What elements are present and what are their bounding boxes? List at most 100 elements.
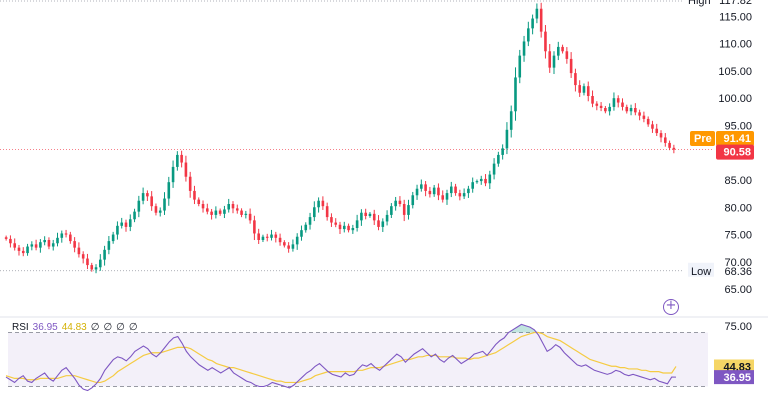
candle-body xyxy=(231,204,235,209)
candle-body xyxy=(411,195,415,206)
candle-body xyxy=(13,243,17,248)
candle-body xyxy=(300,230,303,237)
candle-body xyxy=(154,206,158,213)
candle-body xyxy=(599,105,603,108)
candle-body xyxy=(278,237,282,243)
candle-body xyxy=(402,204,406,215)
candle-body xyxy=(415,188,419,196)
rsi-legend-empty-3: ∅ xyxy=(116,322,125,333)
candle-body xyxy=(86,258,89,266)
candle-body xyxy=(544,31,547,52)
candle-body xyxy=(522,41,526,56)
candle-body xyxy=(304,224,308,231)
candle-body xyxy=(206,208,209,212)
candle-body xyxy=(501,148,504,155)
candle-body xyxy=(437,187,440,196)
candle-body xyxy=(240,210,243,215)
last-price-tag-bg xyxy=(716,144,754,160)
rsi-legend-empty-2: ∅ xyxy=(103,322,113,333)
candle-body xyxy=(146,193,149,197)
candle-body xyxy=(47,240,51,247)
candle-body xyxy=(407,205,410,215)
candle-body xyxy=(574,73,577,86)
candle-body xyxy=(244,213,248,215)
candle-body xyxy=(291,244,295,249)
pre-tag-value: 91.41 xyxy=(723,133,751,145)
candle-body xyxy=(625,106,629,112)
candle-body xyxy=(398,200,402,204)
candle-body xyxy=(163,198,166,211)
candle-body xyxy=(655,128,659,134)
candle-body xyxy=(565,51,569,59)
candle-body xyxy=(9,238,12,244)
add-indicator-button[interactable]: + xyxy=(663,299,679,315)
rsi-legend-empty-4: ∅ xyxy=(128,322,138,333)
candle-body xyxy=(141,193,145,201)
candle-body xyxy=(176,154,179,167)
candle-body xyxy=(612,98,616,107)
candle-body xyxy=(313,207,316,218)
candle-body xyxy=(424,184,427,191)
candle-body xyxy=(372,213,376,221)
candle-body xyxy=(201,204,205,209)
candle-body xyxy=(479,178,483,182)
candle-body xyxy=(193,190,196,200)
candle-body xyxy=(621,102,624,107)
candle-body xyxy=(69,234,72,242)
candle-body xyxy=(99,259,102,268)
candle-body xyxy=(81,254,85,259)
rsi-legend: RSI 36.95 44.83 ∅ ∅ ∅ ∅ xyxy=(12,322,142,333)
high-tag-value: 117.82 xyxy=(719,0,752,7)
rsi-tag-value: 36.95 xyxy=(723,372,751,384)
pre-tag-value-bg xyxy=(716,131,754,147)
price-tick-label: 65.00 xyxy=(724,284,752,296)
candle-body xyxy=(218,210,222,214)
candle-body xyxy=(77,247,81,255)
candle-body xyxy=(668,142,671,148)
candle-body xyxy=(488,174,492,184)
candle-body xyxy=(552,55,556,68)
candle-body xyxy=(672,147,676,150)
candle-body xyxy=(385,214,389,222)
candle-body xyxy=(595,103,599,106)
candle-body xyxy=(629,108,633,112)
candle-body xyxy=(133,211,136,220)
candle-body xyxy=(257,233,260,240)
candle-body xyxy=(659,133,663,138)
rsi-legend-signal: 44.83 xyxy=(61,322,87,333)
pre-tag-label: Pre xyxy=(694,133,712,145)
low-tag-value: 68.36 xyxy=(724,266,752,278)
rsi-signal-tag-bg xyxy=(714,359,754,374)
candle-body xyxy=(535,8,539,19)
candle-body xyxy=(111,234,115,242)
candle-body xyxy=(351,228,355,231)
candle-body xyxy=(616,98,620,103)
candle-body xyxy=(308,217,312,225)
candle-body xyxy=(137,200,141,212)
rsi-overbought-fill xyxy=(508,324,539,333)
candle-body xyxy=(492,163,496,175)
candle-body xyxy=(604,108,607,112)
candle-body xyxy=(509,111,513,130)
candle-body xyxy=(591,96,594,104)
candle-body xyxy=(428,190,432,195)
candle-body xyxy=(634,108,637,113)
candle-body xyxy=(248,213,252,221)
candle-body xyxy=(663,137,667,143)
candle-body xyxy=(94,267,98,270)
candle-body xyxy=(39,242,42,248)
candle-body xyxy=(265,236,269,238)
candle-body xyxy=(518,55,522,78)
candle-body xyxy=(34,244,38,248)
candle-body xyxy=(26,246,29,254)
price-tick-label: 80.00 xyxy=(724,202,752,214)
candle-body xyxy=(642,115,646,119)
candle-body xyxy=(484,178,487,184)
candle-body xyxy=(30,244,34,247)
candle-body xyxy=(548,51,552,68)
candle-body xyxy=(150,196,153,207)
candle-body xyxy=(462,193,466,197)
price-tick-label: 70.00 xyxy=(724,257,752,269)
candle-body xyxy=(561,46,564,52)
